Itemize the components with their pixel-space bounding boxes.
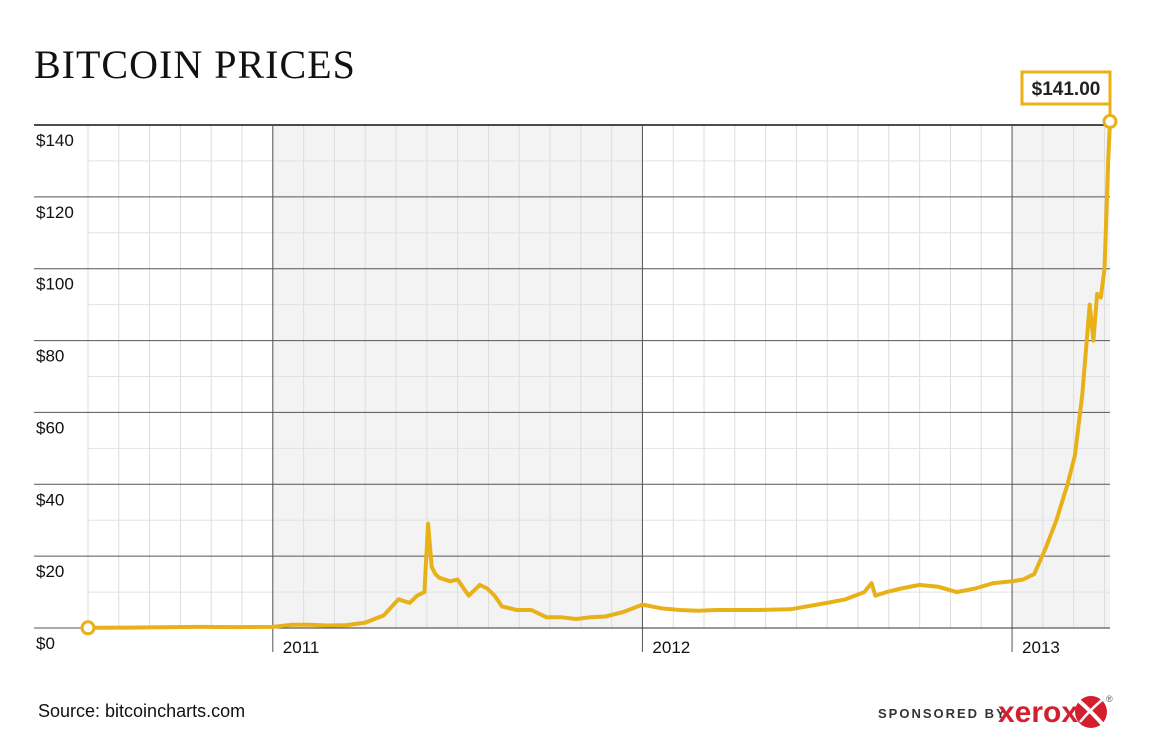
y-tick-label: $140 — [36, 131, 74, 150]
y-tick-label: $100 — [36, 275, 74, 294]
callout-box — [1020, 70, 1112, 106]
x-tick-label: 2013 — [1022, 638, 1060, 657]
y-axis-tick-labels: $0 $20 $40 $60 $80 $100 $120 $140 — [36, 131, 74, 653]
xerox-sphere-icon — [1075, 696, 1107, 728]
x-axis-tick-labels: 2011 2012 2013 — [283, 638, 1060, 657]
x-tick-label: 2012 — [652, 638, 690, 657]
chart-title: BITCOIN PRICES — [34, 42, 356, 87]
price-callout: $141.00 — [1020, 70, 1112, 116]
y-tick-label: $60 — [36, 418, 64, 437]
end-point-marker — [1102, 113, 1118, 129]
start-point-marker — [80, 620, 96, 636]
sponsor-block: SPONSORED BY xerox ® — [878, 694, 1113, 729]
y-tick-label: $40 — [36, 490, 64, 509]
price-series-line — [86, 119, 1112, 630]
x-tick-label: 2011 — [283, 638, 320, 657]
registered-mark: ® — [1106, 694, 1113, 704]
y-tick-label: $20 — [36, 562, 64, 581]
callout-label: $141.00 — [1032, 79, 1101, 100]
y-tick-label: $80 — [36, 347, 64, 366]
y-tick-label: $0 — [36, 634, 55, 653]
sponsor-prefix: SPONSORED BY — [878, 706, 1007, 721]
sponsor-brand: xerox — [998, 696, 1078, 729]
y-tick-label: $120 — [36, 203, 74, 222]
source-note: Source: bitcoincharts.com — [38, 701, 245, 721]
